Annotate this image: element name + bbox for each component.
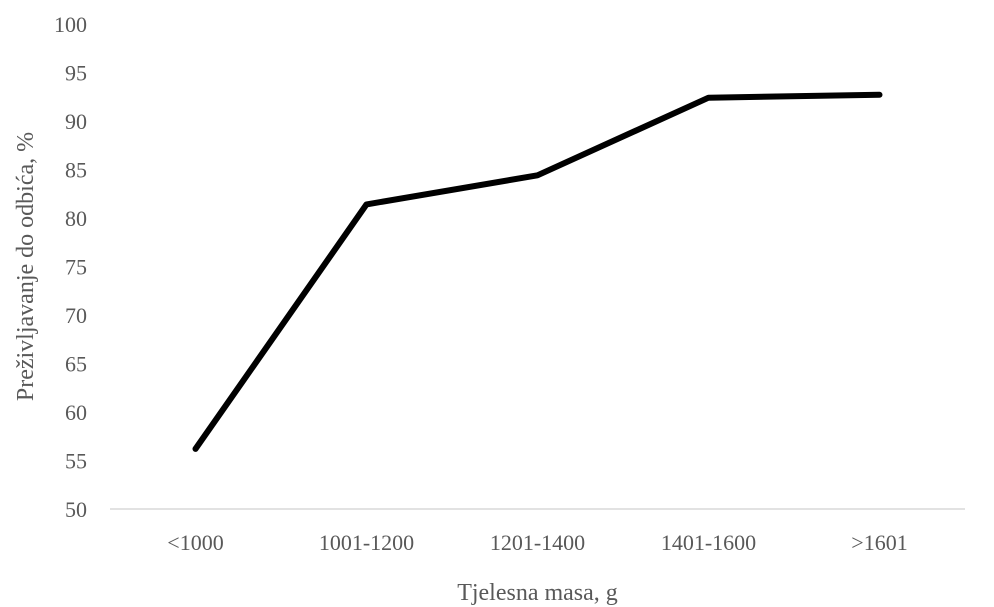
x-axis-title: Tjelesna masa, g xyxy=(457,580,618,606)
y-tick-label: 60 xyxy=(65,400,87,425)
y-tick-label: 50 xyxy=(65,497,87,522)
x-tick-label: >1601 xyxy=(851,530,907,555)
y-tick-label: 100 xyxy=(54,12,87,37)
survival-series-line xyxy=(192,91,883,452)
y-tick-label: 80 xyxy=(65,206,87,231)
y-tick-label: 90 xyxy=(65,109,87,134)
y-tick-label: 55 xyxy=(65,449,87,474)
y-axis-title: Preživljavanje do odbića, % xyxy=(13,132,39,401)
y-tick-label: 65 xyxy=(65,352,87,377)
x-tick-label: 1201-1400 xyxy=(490,530,585,555)
y-tick-label: 75 xyxy=(65,255,87,280)
y-tick-label: 95 xyxy=(65,61,87,86)
y-tick-label: 70 xyxy=(65,303,87,328)
y-tick-label: 85 xyxy=(65,158,87,183)
x-tick-label: 1401-1600 xyxy=(661,530,756,555)
x-tick-label: 1001-1200 xyxy=(319,530,414,555)
x-tick-label: <1000 xyxy=(167,530,223,555)
x-axis-ticks: <1000 1001-1200 1201-1400 1401-1600 >1601 xyxy=(167,530,907,555)
y-axis-ticks: 50 55 60 65 70 75 80 85 90 95 100 xyxy=(54,12,87,522)
